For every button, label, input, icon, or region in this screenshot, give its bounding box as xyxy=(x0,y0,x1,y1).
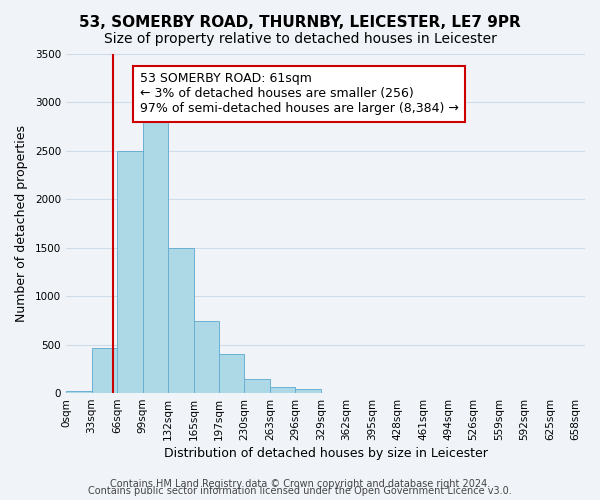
X-axis label: Distribution of detached houses by size in Leicester: Distribution of detached houses by size … xyxy=(164,447,487,460)
Bar xyxy=(168,248,194,393)
Bar xyxy=(295,388,321,393)
Bar xyxy=(194,322,220,393)
Text: 53, SOMERBY ROAD, THURNBY, LEICESTER, LE7 9PR: 53, SOMERBY ROAD, THURNBY, LEICESTER, LE… xyxy=(79,15,521,30)
Text: Contains public sector information licensed under the Open Government Licence v3: Contains public sector information licen… xyxy=(88,486,512,496)
Bar xyxy=(218,354,244,393)
Y-axis label: Number of detached properties: Number of detached properties xyxy=(15,125,28,322)
Bar xyxy=(92,348,117,393)
Text: 53 SOMERBY ROAD: 61sqm
← 3% of detached houses are smaller (256)
97% of semi-det: 53 SOMERBY ROAD: 61sqm ← 3% of detached … xyxy=(140,72,458,116)
Bar xyxy=(270,388,295,393)
Text: Contains HM Land Registry data © Crown copyright and database right 2024.: Contains HM Land Registry data © Crown c… xyxy=(110,479,490,489)
Text: Size of property relative to detached houses in Leicester: Size of property relative to detached ho… xyxy=(104,32,496,46)
Bar xyxy=(143,122,168,393)
Bar xyxy=(66,391,92,393)
Bar xyxy=(244,378,270,393)
Bar xyxy=(117,151,143,393)
